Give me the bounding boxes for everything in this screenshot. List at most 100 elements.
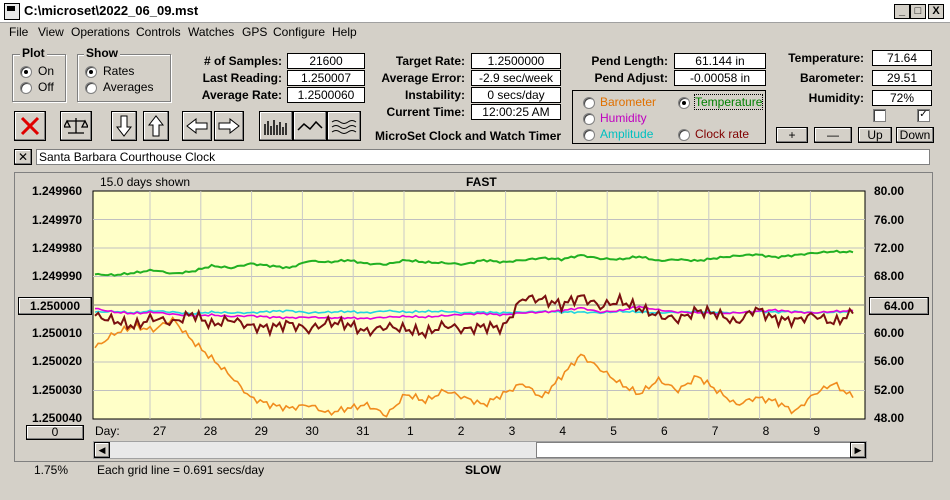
y-right-tick: 80.00 xyxy=(874,184,905,198)
arrow-up-button[interactable] xyxy=(143,111,169,141)
clock-rate-radio[interactable] xyxy=(678,129,690,141)
bars-icon xyxy=(264,120,287,135)
plot-on-label: On xyxy=(38,64,55,78)
show-rates-radio[interactable] xyxy=(85,66,97,78)
x-tick-label: 3 xyxy=(508,424,516,438)
plot-on-radio[interactable] xyxy=(20,66,32,78)
percent-readout: 1.75% xyxy=(34,463,69,477)
minus-button[interactable]: — xyxy=(814,127,852,143)
target-rate-value: 1.2500000 xyxy=(471,53,561,69)
amplitude-option-label: Amplitude xyxy=(600,127,654,141)
arrow-left-icon xyxy=(186,118,208,134)
arrow-right-icon xyxy=(218,118,240,134)
plot-off-label: Off xyxy=(38,80,54,94)
y-left-tick: 1.250030 xyxy=(32,383,83,397)
clock-rate-option-label: Clock rate xyxy=(695,127,750,141)
y-left-tick: 1.249960 xyxy=(32,184,83,198)
menu-bar: File View Operations Controls Watches GP… xyxy=(0,22,950,42)
y-right-tick: 76.00 xyxy=(874,213,905,227)
x-tick-label: 31 xyxy=(356,424,370,438)
close-button[interactable]: X xyxy=(928,4,944,19)
center-rate-button[interactable]: 1.250000 xyxy=(18,297,92,315)
plot-off-radio[interactable] xyxy=(20,82,32,94)
arrow-right-button[interactable] xyxy=(214,111,244,141)
last-reading-label: Last Reading: xyxy=(202,71,282,85)
sensor-center-button[interactable]: 64.00 xyxy=(869,297,929,315)
temperature-value: 71.64 xyxy=(872,50,932,66)
series-line-humidity xyxy=(94,305,854,320)
chart-scrollbar[interactable]: ◀ ▶ xyxy=(93,441,867,459)
chart-series xyxy=(94,249,854,418)
menu-operations[interactable]: Operations xyxy=(71,25,130,39)
checkbox-right[interactable]: ✓ xyxy=(917,109,930,122)
humidity-value: 72% xyxy=(872,90,932,106)
menu-view[interactable]: View xyxy=(38,25,64,39)
arrow-down-icon xyxy=(116,115,132,137)
y-right-tick: 68.00 xyxy=(874,269,905,283)
average-rate-label: Average Rate: xyxy=(201,88,282,102)
title-bar: C:\microset\2022_06_09.mst _ □ X xyxy=(0,0,950,23)
pend-adjust-label: Pend Adjust: xyxy=(594,71,668,85)
x-tick-label: 29 xyxy=(254,424,268,438)
app-icon[interactable] xyxy=(4,3,20,20)
instability-value: 0 secs/day xyxy=(471,87,561,103)
y-left-tick: 1.249980 xyxy=(32,241,83,255)
show-group-label: Show xyxy=(84,46,120,60)
x-tick-label: 2 xyxy=(457,424,465,438)
bar-chart-button[interactable] xyxy=(259,111,293,141)
scroll-thumb[interactable] xyxy=(536,442,852,458)
menu-help[interactable]: Help xyxy=(332,25,357,39)
menu-gps[interactable]: GPS xyxy=(242,25,268,39)
humidity-label: Humidity: xyxy=(808,91,864,105)
day-axis-label: Day: xyxy=(95,424,120,438)
menu-watches[interactable]: Watches xyxy=(188,25,235,39)
stop-button[interactable] xyxy=(14,111,46,141)
offset-button[interactable]: 0 xyxy=(26,425,84,440)
show-averages-radio[interactable] xyxy=(85,82,97,94)
scroll-left-arrow-icon[interactable]: ◀ xyxy=(94,442,110,458)
plus-button[interactable]: + xyxy=(776,127,808,143)
wave-icon xyxy=(297,120,323,131)
samples-value: 21600 xyxy=(287,53,365,69)
arrow-left-button[interactable] xyxy=(182,111,212,141)
x-tick-label: 27 xyxy=(153,424,167,438)
menu-file[interactable]: File xyxy=(9,25,29,39)
series-line-clock-rate xyxy=(94,291,854,340)
up-button[interactable]: Up xyxy=(858,127,892,143)
barometer-radio[interactable] xyxy=(583,97,595,109)
target-rate-label: Target Rate: xyxy=(395,54,465,68)
line-chart-button[interactable] xyxy=(293,111,327,141)
trace-chart-button[interactable] xyxy=(327,111,361,141)
x-tick-label: 7 xyxy=(711,424,719,438)
clock-name-input[interactable]: Santa Barbara Courthouse Clock xyxy=(36,149,930,165)
barometer-option-label: Barometer xyxy=(600,95,657,109)
y-left-tick: 1.250010 xyxy=(32,326,83,340)
x-tick-label: 6 xyxy=(661,424,668,438)
red-x-icon xyxy=(20,116,40,136)
scroll-right-arrow-icon[interactable]: ▶ xyxy=(850,442,866,458)
minimize-button[interactable]: _ xyxy=(894,4,910,19)
instability-label: Instability: xyxy=(404,88,465,102)
down-button[interactable]: Down xyxy=(896,127,934,143)
slow-label: SLOW xyxy=(465,463,501,477)
chart-grid xyxy=(93,191,865,419)
x-tick-label: 5 xyxy=(610,424,617,438)
checkbox-left[interactable] xyxy=(873,109,886,122)
humidity-radio[interactable] xyxy=(583,113,595,125)
waves-icon xyxy=(331,120,357,134)
clear-name-button[interactable]: ✕ xyxy=(14,149,32,165)
temperature-radio[interactable] xyxy=(678,97,690,109)
y-left-tick: 1.249990 xyxy=(32,269,83,283)
menu-configure[interactable]: Configure xyxy=(273,25,326,39)
pend-length-value: 61.144 in xyxy=(674,53,766,69)
balance-button[interactable] xyxy=(60,111,92,141)
x-tick-label: 9 xyxy=(813,424,821,438)
plot-group-label: Plot xyxy=(20,46,47,60)
maximize-button[interactable]: □ xyxy=(910,4,926,19)
arrow-down-button[interactable] xyxy=(111,111,137,141)
pend-length-label: Pend Length: xyxy=(591,54,668,68)
menu-controls[interactable]: Controls xyxy=(136,25,181,39)
y-right-tick: 56.00 xyxy=(874,354,905,368)
amplitude-radio[interactable] xyxy=(583,129,595,141)
